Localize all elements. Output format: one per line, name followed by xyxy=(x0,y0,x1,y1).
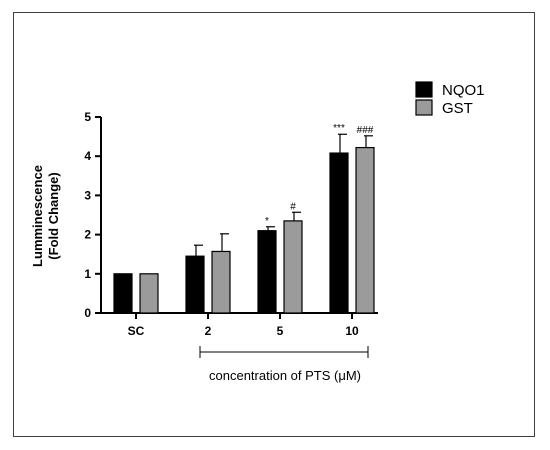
y-axis-label-line2: (Fold Change) xyxy=(46,172,61,259)
y-tick-label: 2 xyxy=(84,228,91,242)
y-tick-label: 0 xyxy=(84,306,91,320)
bar-nqo1-5 xyxy=(257,230,277,314)
significance-marker: ### xyxy=(357,125,374,136)
bar-nqo1-2 xyxy=(185,255,205,314)
bar-gst-sc xyxy=(139,273,159,314)
bar-nqo1-sc xyxy=(113,273,133,314)
x-tick-label: SC xyxy=(128,324,145,338)
y-ticks: 0 1 2 3 4 5 xyxy=(84,110,101,320)
x-axis-label: concentration of PTS (μM) xyxy=(209,368,361,383)
bar-nqo1-10 xyxy=(329,152,349,314)
legend-swatch-gst xyxy=(415,99,433,116)
y-tick-label: 1 xyxy=(84,267,91,281)
legend-label-nqo1: NQO1 xyxy=(442,82,485,99)
x-tick-label: 5 xyxy=(277,324,284,338)
bars: * # *** ### xyxy=(113,123,375,314)
x-tick-label: 10 xyxy=(345,324,359,338)
legend-swatch-nqo1 xyxy=(415,81,433,98)
significance-marker: # xyxy=(290,201,296,212)
bar-gst-2 xyxy=(211,250,231,314)
y-tick-label: 3 xyxy=(84,188,91,202)
significance-marker: *** xyxy=(333,123,345,134)
bar-gst-10 xyxy=(355,146,375,314)
y-axis-label-line1: Lumminescence xyxy=(30,165,45,267)
x-tick-label: 2 xyxy=(205,324,212,338)
y-tick-label: 5 xyxy=(84,110,91,124)
x-ticks: SC 2 5 10 xyxy=(128,313,359,338)
bar-gst-5 xyxy=(283,220,303,314)
significance-marker: * xyxy=(265,216,269,227)
legend-label-gst: GST xyxy=(442,100,473,117)
y-tick-label: 4 xyxy=(84,149,91,163)
